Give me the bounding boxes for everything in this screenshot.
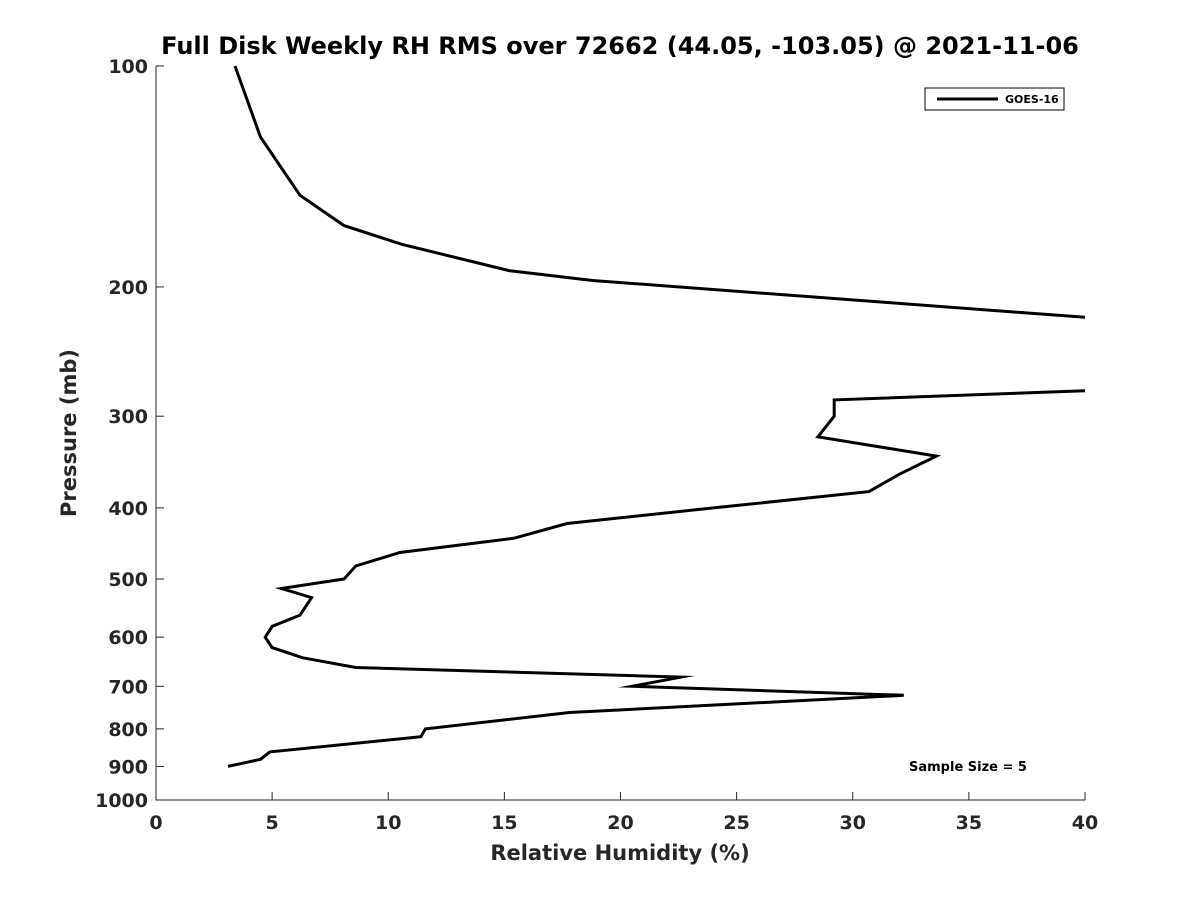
x-tick-label: 20 [607,812,633,834]
y-tick-label: 400 [108,498,148,520]
plot-area: 0 5 10 15 20 25 30 35 40 100 200 300 400 500 600 700 80… [95,56,1098,834]
x-axis-ticks: 0 5 10 15 20 25 30 35 40 [149,792,1098,834]
y-tick-label: 1000 [95,790,148,812]
y-axis-label: Pressure (mb) [57,349,81,517]
legend-entry-goes-16: GOES-16 [1005,93,1059,106]
legend: GOES-16 [924,87,1065,111]
y-tick-label: 300 [108,406,148,428]
chart-title: Full Disk Weekly RH RMS over 72662 (44.0… [161,32,1079,60]
x-tick-label: 5 [266,812,279,834]
x-tick-label: 40 [1072,812,1098,834]
y-tick-label: 800 [108,719,148,741]
series-line-goes-16 [227,389,1086,768]
sample-size-annotation: Sample Size = 5 [909,760,1027,775]
x-tick-label: 15 [491,812,517,834]
x-tick-label: 35 [956,812,982,834]
y-tick-label: 700 [108,676,148,698]
x-tick-label: 0 [149,812,162,834]
y-tick-label: 200 [108,277,148,299]
series-line-goes-16 [233,65,1086,319]
x-axis-label: Relative Humidity (%) [490,841,749,865]
y-tick-label: 900 [108,756,148,778]
series-lines [227,65,1086,768]
y-axis-ticks: 100 200 300 400 500 600 700 800 900 1000 [95,56,164,812]
x-tick-label: 30 [840,812,866,834]
y-tick-label: 500 [108,569,148,591]
x-tick-label: 10 [375,812,401,834]
x-tick-label: 25 [723,812,749,834]
y-tick-label: 100 [108,56,148,78]
y-tick-label: 600 [108,627,148,649]
